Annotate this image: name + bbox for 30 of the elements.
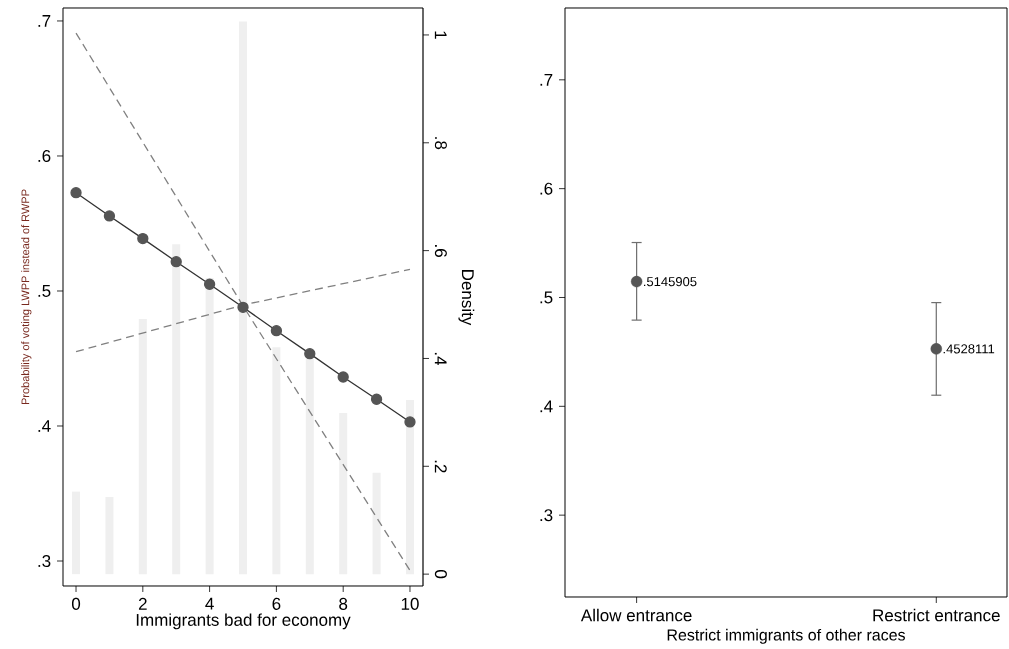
x-tick-label: 8 [339, 597, 348, 610]
y-tick-label: .5 [38, 284, 51, 297]
x-tick-label: Restrict entrance [873, 608, 1000, 622]
y-tick-label: .4 [38, 419, 51, 432]
x-tick-label: 6 [272, 597, 281, 610]
y2-tick-label: .4 [434, 352, 447, 365]
y-tick-label: .6 [38, 149, 51, 162]
y-tick-label: .7 [38, 14, 51, 27]
y2-tick-label: .8 [434, 137, 447, 149]
y-tick-label: .3 [540, 508, 553, 521]
y-tick-label: .5 [540, 291, 553, 304]
y-tick-label: .7 [540, 73, 553, 86]
x-axis-title: Immigrants bad for economy [136, 613, 351, 630]
y2-tick-label: .6 [434, 244, 447, 257]
x-tick-label: 0 [71, 597, 81, 610]
data-label: .4528111 [943, 344, 995, 354]
y-axis-title: Probability of voting LWPP instead of RWPP [21, 189, 32, 404]
data-label: .5145905 [644, 276, 697, 286]
y2-tick-label: .2 [434, 460, 447, 473]
x-tick-label: 4 [205, 597, 214, 610]
y2-axis-title: Density [458, 269, 475, 326]
y-tick-label: .3 [38, 554, 51, 567]
y-tick-label: .4 [540, 400, 553, 412]
x-tick-label: 2 [138, 597, 147, 610]
x-tick-label: Allow entrance [580, 608, 692, 622]
y2-tick-label: 1 [434, 31, 447, 39]
y-tick-label: .6 [540, 182, 553, 195]
x-axis-title: Restrict immigrants of other races [667, 628, 905, 644]
y2-tick-label: 0 [434, 569, 447, 578]
x-tick-label: 10 [401, 597, 419, 610]
